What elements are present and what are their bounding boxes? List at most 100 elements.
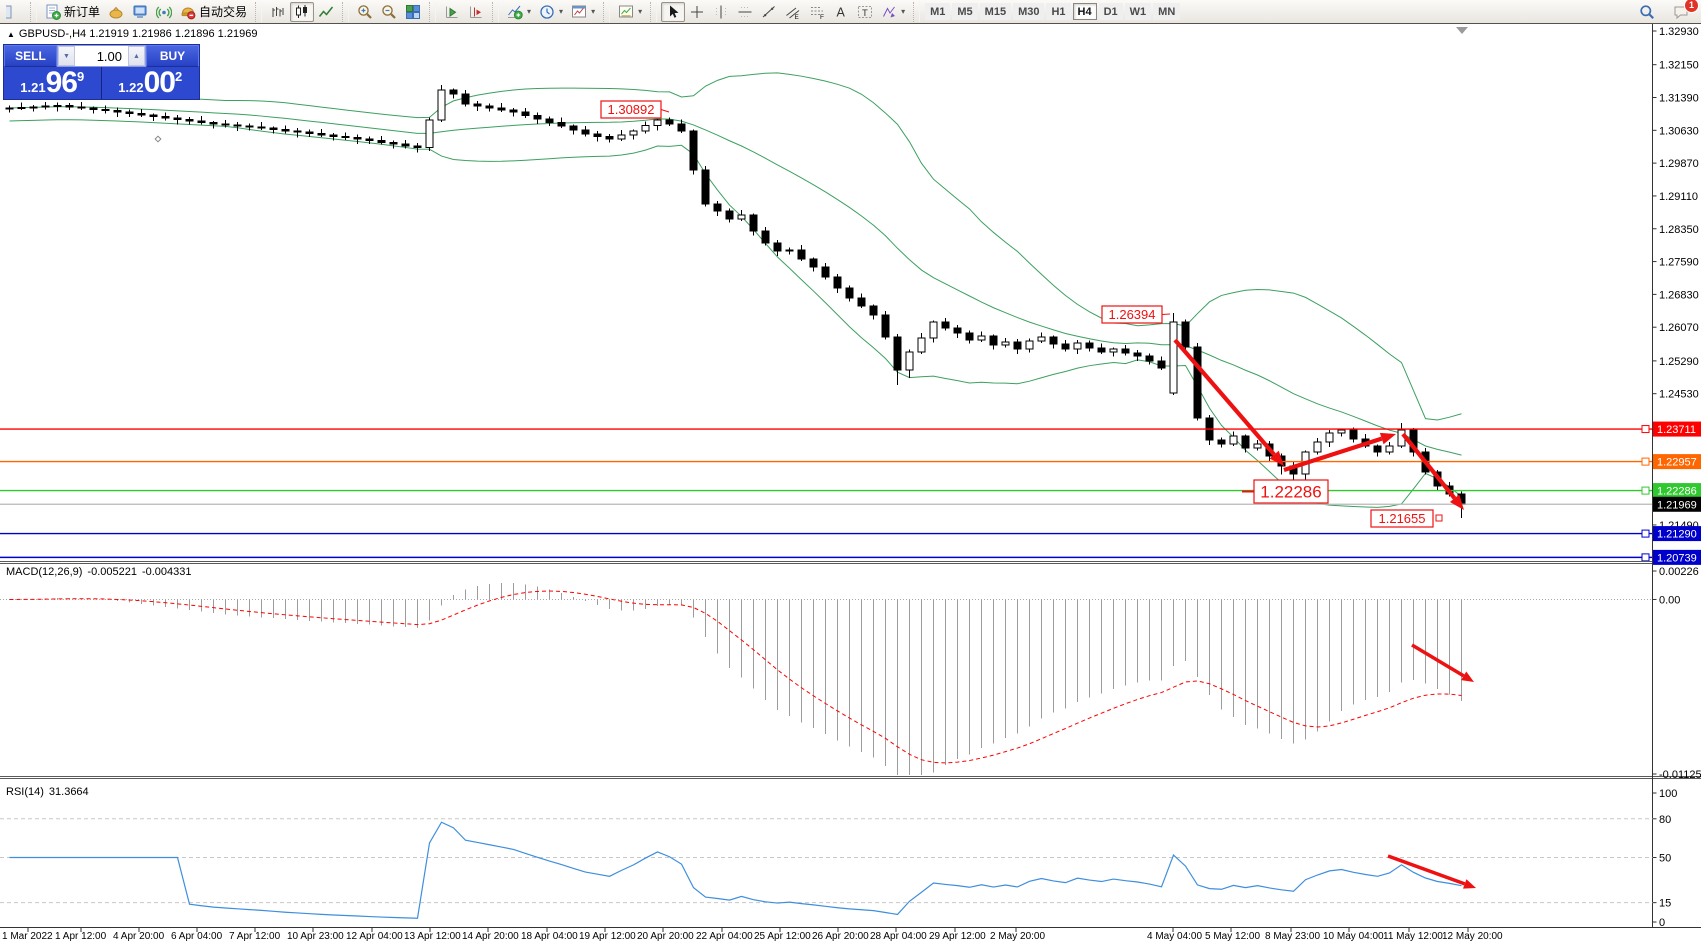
candle-body (1349, 429, 1358, 440)
zoom-in-button[interactable] (353, 2, 377, 22)
chart-background (0, 24, 1701, 941)
timeframe-m5-button[interactable]: M5 (952, 3, 978, 20)
candle-body (713, 203, 722, 212)
label-button[interactable]: T (853, 2, 877, 22)
price-annotation-text: 1.22286 (1260, 483, 1321, 502)
vertical-line-button[interactable] (709, 2, 733, 22)
chart-shift-button[interactable] (464, 2, 488, 22)
time-tick-label: 1 Apr 12:00 (55, 931, 107, 941)
trendline-button[interactable] (757, 2, 781, 22)
indicators-button[interactable]: ▾ (503, 2, 535, 22)
price-scale-box-label: 1.20739 (1657, 552, 1697, 564)
sell-button[interactable]: SELL (4, 45, 57, 67)
macd-trend-arrow[interactable] (1411, 643, 1465, 678)
bollinger-lower-band (9, 119, 1462, 508)
volume-stepper: ▼ 1.00 ▲ (57, 45, 146, 67)
timeframe-w1-button[interactable]: W1 (1124, 3, 1152, 20)
volume-decrease-button[interactable]: ▼ (58, 46, 75, 66)
bar-chart-button[interactable] (266, 2, 290, 22)
trend-arrow-1[interactable] (1173, 338, 1276, 457)
price-annotation-box[interactable] (1253, 479, 1329, 504)
templates-button[interactable]: ▾ (614, 2, 646, 22)
macd-tick-label: 0.00 (1659, 594, 1680, 606)
candle-body (1337, 429, 1346, 434)
buy-button[interactable]: BUY (146, 45, 199, 67)
timeframe-m1-button[interactable]: M1 (925, 3, 951, 20)
new-order-button[interactable]: 新订单 (41, 2, 104, 22)
zoom-out-button[interactable] (377, 2, 401, 22)
trend-arrow-3[interactable] (1401, 432, 1457, 500)
macd-signal-line (9, 590, 1462, 764)
timeframe-m30-button[interactable]: M30 (1013, 3, 1045, 20)
timeframe-h1-button[interactable]: H1 (1046, 3, 1071, 20)
candlestick-button[interactable] (290, 1, 315, 22)
toolbar-group-charts: ▾ ▾ ▾ (501, 0, 601, 23)
clipped-window-button[interactable] (2, 2, 26, 22)
candle-body (185, 119, 194, 122)
fibonacci-button[interactable]: F (805, 2, 829, 22)
toolbar-separator (492, 1, 500, 22)
chart-window-button[interactable]: ▾ (567, 2, 599, 22)
metaeditor-button[interactable] (104, 2, 128, 22)
auto-scroll-button[interactable] (440, 2, 464, 22)
volume-input[interactable]: 1.00 (96, 48, 122, 64)
candle-body (149, 114, 158, 117)
trend-arrow-2[interactable] (1283, 436, 1383, 472)
line-chart-button[interactable] (314, 2, 338, 22)
candle-body (569, 125, 578, 131)
price-annotation-box[interactable] (600, 100, 662, 119)
periods-button[interactable]: ▾ (535, 2, 567, 22)
clipped-window-icon (6, 4, 22, 20)
timeframe-h4-button[interactable]: H4 (1072, 3, 1097, 20)
annotation-handle[interactable] (1435, 514, 1443, 522)
buy-price-prefix: 1.22 (118, 80, 144, 95)
autotrading-button[interactable]: 自动交易 (176, 2, 251, 22)
buy-price[interactable]: 1.22 00 2 (102, 67, 200, 99)
rsi-trend-arrow[interactable] (1387, 854, 1466, 886)
candle-body (1325, 432, 1334, 443)
candle-body (281, 128, 290, 132)
tile-windows-button[interactable] (401, 2, 425, 22)
candle-body (233, 124, 242, 127)
volume-increase-button[interactable]: ▲ (128, 46, 145, 66)
signals-button[interactable] (152, 2, 176, 22)
toolbar-separator (255, 1, 263, 22)
cursor-button[interactable] (661, 1, 686, 22)
expand-quote-panel-icon[interactable]: ▲ (7, 29, 15, 39)
object-anchor-marker (154, 135, 162, 143)
candle-body (581, 129, 590, 135)
horizontal-line-button[interactable] (733, 2, 757, 22)
level-line-handle[interactable] (1641, 486, 1650, 495)
level-line-handle[interactable] (1641, 553, 1650, 562)
candle-body (737, 214, 746, 220)
candle-body (497, 107, 506, 111)
price-annotation-box[interactable] (1101, 305, 1163, 324)
sell-price[interactable]: 1.21 96 9 (4, 67, 102, 99)
timeframe-mn-button[interactable]: MN (1153, 3, 1181, 20)
shapes-button[interactable]: ▾ (877, 2, 909, 22)
candle-body (1157, 360, 1166, 369)
candle-body (557, 121, 566, 127)
search-button[interactable] (1635, 2, 1659, 22)
toolbar-separator (342, 1, 350, 22)
price-annotation-box[interactable] (1370, 509, 1434, 528)
price-tick-label: 1.24530 (1659, 389, 1699, 401)
level-line-handle[interactable] (1641, 457, 1650, 466)
candle-body (389, 141, 398, 145)
toolbar-group-chart-type (264, 0, 340, 23)
candle-body (533, 115, 542, 120)
timeframe-d1-button[interactable]: D1 (1098, 3, 1123, 20)
timeframe-m15-button[interactable]: M15 (979, 3, 1012, 20)
search-icon (1639, 4, 1655, 20)
level-line-handle[interactable] (1641, 425, 1650, 434)
chat-button[interactable]: 1 (1669, 0, 1699, 22)
text-button[interactable]: A (829, 2, 853, 22)
rsi-tick-label: 50 (1659, 853, 1671, 865)
terminal-button[interactable] (128, 2, 152, 22)
crosshair-button[interactable] (685, 2, 709, 22)
level-line-handle[interactable] (1641, 529, 1650, 538)
channel-icon: E (785, 4, 801, 20)
price-tick-label: 1.29870 (1659, 158, 1699, 170)
channel-button[interactable]: E (781, 2, 805, 22)
